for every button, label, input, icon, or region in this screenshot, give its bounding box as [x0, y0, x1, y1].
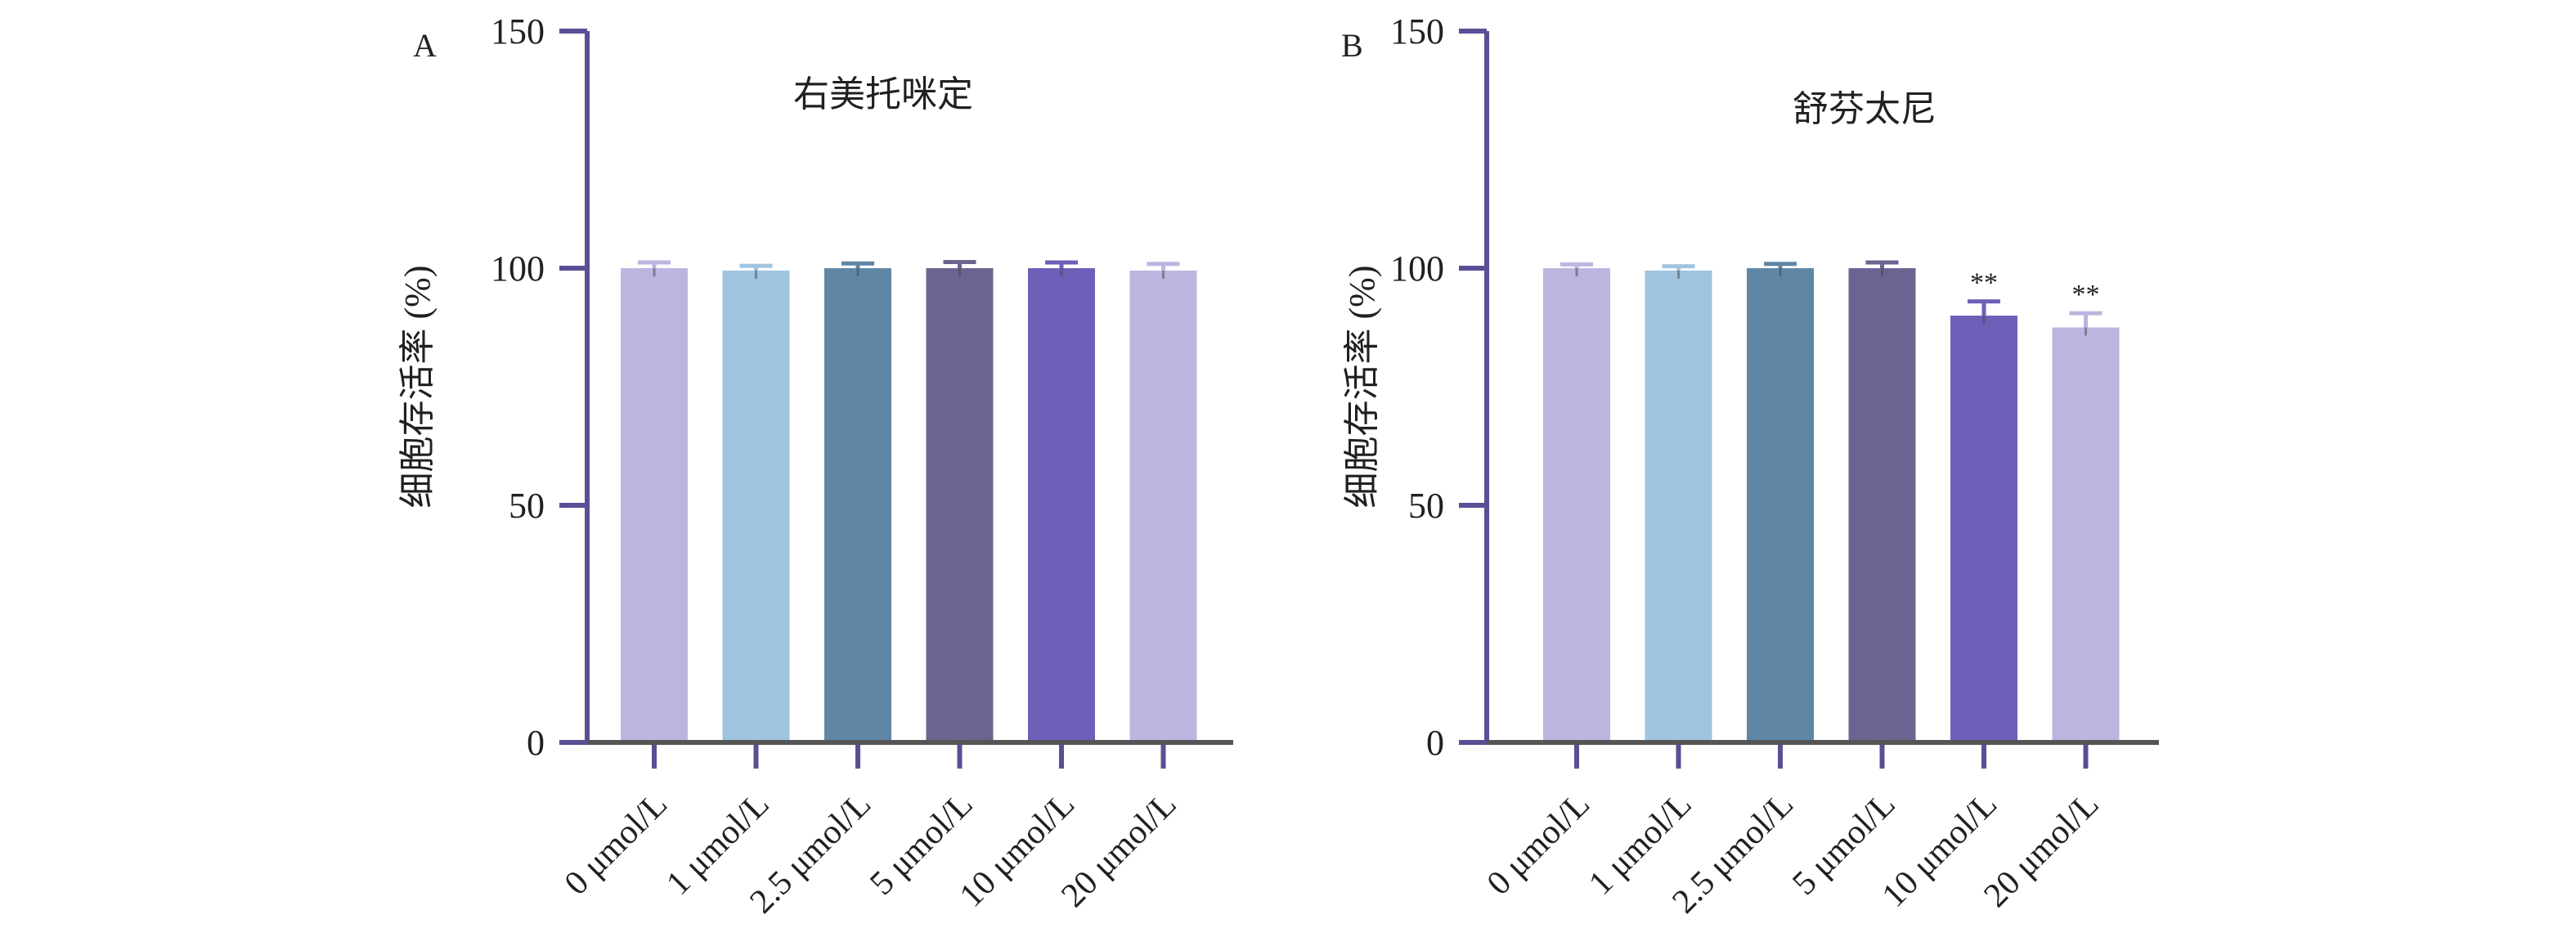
error-bar [1865, 260, 1899, 276]
bar [926, 268, 994, 742]
error-bar [841, 261, 874, 276]
chart-title: 右美托咪定 [793, 74, 973, 114]
panel-letter: B [1341, 27, 1363, 64]
bar [1543, 268, 1610, 742]
error-bar [1764, 262, 1797, 276]
category-label: 0 μmol/L [558, 786, 675, 903]
bar [1747, 268, 1814, 742]
y-tick-label: 0 [1426, 723, 1444, 763]
bar [1950, 316, 2017, 742]
error-bar [1968, 299, 2000, 324]
y-tick-label: 50 [1408, 486, 1444, 526]
bar [2052, 327, 2120, 742]
y-tick-label: 150 [1390, 11, 1444, 52]
bar [1028, 268, 1095, 742]
bar [722, 270, 790, 742]
significance-label: ** [2072, 280, 2100, 310]
y-tick-label: 0 [527, 723, 545, 763]
significance-label: ** [1970, 268, 1998, 298]
error-bar [943, 259, 976, 276]
error-bar [1045, 260, 1078, 276]
panel-letter: A [413, 27, 437, 64]
error-bar [638, 260, 671, 276]
error-bar [1560, 262, 1593, 276]
error-bar [1662, 264, 1695, 279]
error-bar [2069, 311, 2103, 336]
bar [621, 268, 688, 742]
chart-title: 舒芬太尼 [1793, 89, 1936, 129]
y-axis-label: 细胞存活率 (%) [1342, 266, 1382, 509]
error-bar [739, 263, 773, 279]
bar [1129, 270, 1197, 742]
bar [1645, 270, 1712, 742]
bar [1848, 268, 1916, 742]
y-tick-label: 50 [509, 486, 545, 526]
category-label: 0 μmol/L [1480, 786, 1597, 903]
error-bar [1147, 262, 1180, 279]
y-tick-label: 100 [1390, 249, 1444, 289]
bar [824, 268, 891, 742]
y-tick-label: 100 [491, 249, 545, 289]
y-tick-label: 150 [491, 11, 545, 52]
y-axis-label: 细胞存活率 (%) [397, 266, 438, 509]
